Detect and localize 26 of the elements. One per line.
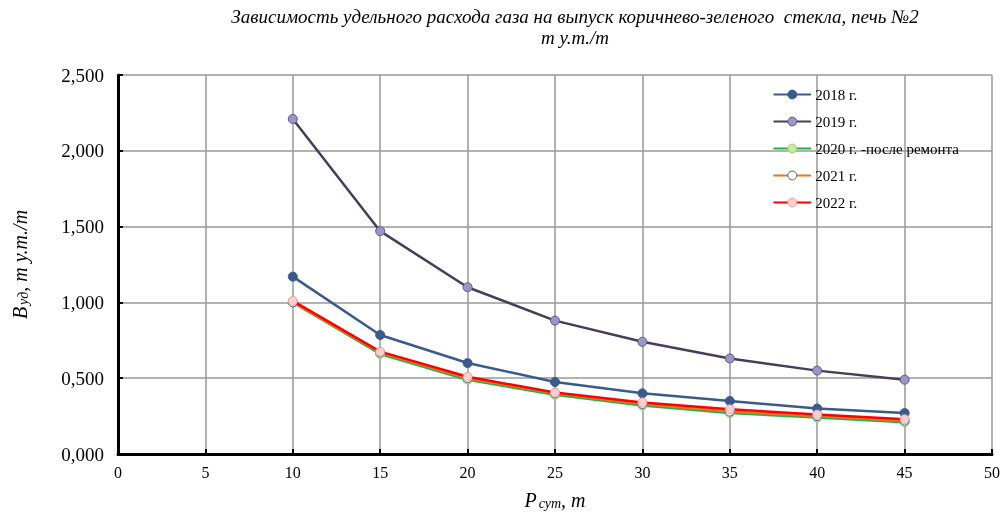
x-tick-label: 35 — [721, 463, 738, 481]
y-axis-title: Bуд, т у.т./т — [9, 209, 32, 320]
chart-subtitle: т у.т./т — [540, 27, 610, 48]
x-axis-title: Pсут, т — [523, 489, 586, 511]
x-tick-label: 30 — [634, 463, 651, 481]
y-tick-label: 2,500 — [61, 64, 104, 86]
x-tick-label: 50 — [984, 463, 1000, 481]
x-tick-label: 45 — [896, 463, 913, 481]
x-tick-label: 10 — [284, 463, 301, 481]
x-tick-label: 0 — [114, 463, 122, 481]
x-tick-label: 15 — [372, 463, 389, 481]
y-tick-label: 0,000 — [61, 443, 104, 465]
y-tick-label: 2,000 — [61, 140, 104, 162]
legend-label: 2021 г. — [815, 167, 858, 184]
legend-label: 2018 г. — [815, 86, 858, 103]
x-tick-label: 25 — [547, 463, 563, 481]
legend-label: 2019 г. — [815, 113, 858, 130]
legend-label: 2022 г. — [815, 194, 858, 211]
y-tick-label: 1,000 — [61, 291, 104, 313]
y-tick-label: 0,500 — [61, 367, 104, 389]
x-tick-label: 20 — [459, 463, 476, 481]
x-tick-label: 5 — [201, 463, 210, 481]
chart-title: Зависимость удельного расхода газа на выпуск коричнево-зеленого стекла, печь №2 — [231, 6, 920, 27]
legend-label: 2020 г. -после ремонта — [815, 140, 960, 157]
y-tick-label: 1,500 — [61, 216, 104, 238]
x-tick-label: 40 — [809, 463, 826, 481]
